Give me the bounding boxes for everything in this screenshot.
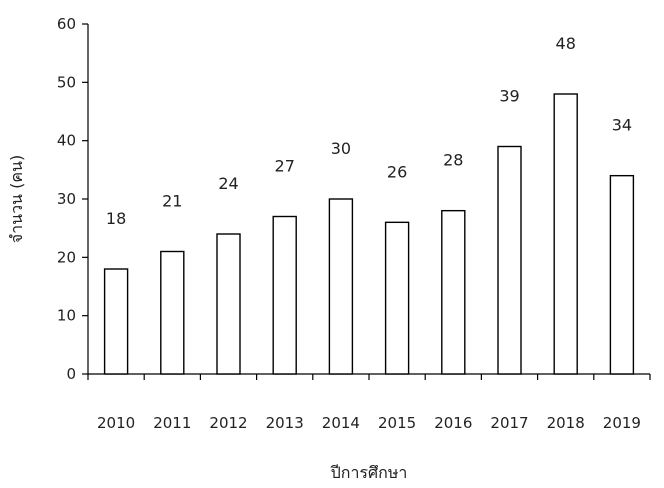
bar: [160, 250, 185, 375]
data-label: 28: [443, 151, 463, 170]
bar: [272, 215, 297, 375]
data-label: 30: [331, 139, 351, 158]
y-tick-label: 30: [57, 190, 76, 208]
bar: [441, 209, 466, 375]
data-label: 26: [387, 162, 407, 181]
x-tick-label: 2017: [490, 414, 528, 432]
y-tick-label: 50: [57, 73, 76, 91]
data-label: 48: [556, 34, 576, 53]
data-label: 18: [106, 209, 126, 228]
y-tick-label: 60: [57, 15, 76, 33]
data-label: 34: [612, 116, 632, 135]
y-axis-ticks: 0 10 20 30 40 50 60: [57, 15, 88, 383]
bar: [328, 198, 354, 375]
x-tick-label: 2012: [209, 414, 247, 432]
x-axis-ticks: 2010 2011 2012 2013 2014 2015 2016 2017 2018 2019: [87, 374, 651, 432]
bar: [609, 174, 635, 375]
y-axis-title: จำนวน (คน): [7, 155, 26, 243]
data-label: 27: [275, 157, 295, 176]
x-tick-label: 2016: [434, 414, 472, 432]
bar: [497, 145, 522, 375]
data-label: 21: [162, 192, 182, 211]
data-labels: 18 21 24 27 30 26 28 39 48 34: [106, 34, 632, 228]
data-label: 24: [218, 174, 238, 193]
bar-series: [103, 93, 635, 375]
bar: [216, 233, 241, 375]
x-tick-label: 2018: [547, 414, 585, 432]
bar: [103, 268, 129, 375]
x-axis-title: ปีการศึกษา: [330, 463, 407, 482]
bar: [553, 93, 578, 375]
data-label: 39: [499, 87, 519, 106]
x-tick-label: 2011: [153, 414, 191, 432]
x-tick-label: 2014: [322, 414, 360, 432]
x-tick-label: 2010: [97, 414, 135, 432]
x-tick-label: 2019: [603, 414, 641, 432]
y-tick-label: 40: [57, 132, 76, 150]
y-tick-label: 20: [57, 248, 76, 266]
y-tick-label: 10: [57, 307, 76, 325]
x-tick-label: 2015: [378, 414, 416, 432]
y-tick-label: 0: [66, 365, 76, 383]
bar: [384, 221, 410, 375]
x-tick-label: 2013: [266, 414, 304, 432]
